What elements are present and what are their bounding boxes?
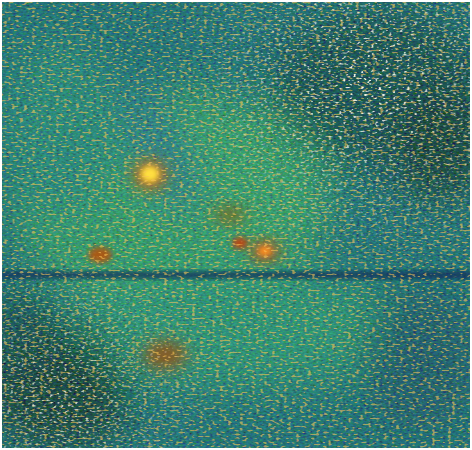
image	[0, 0, 472, 450]
white-speckles	[0, 0, 472, 450]
frame	[0, 0, 472, 450]
